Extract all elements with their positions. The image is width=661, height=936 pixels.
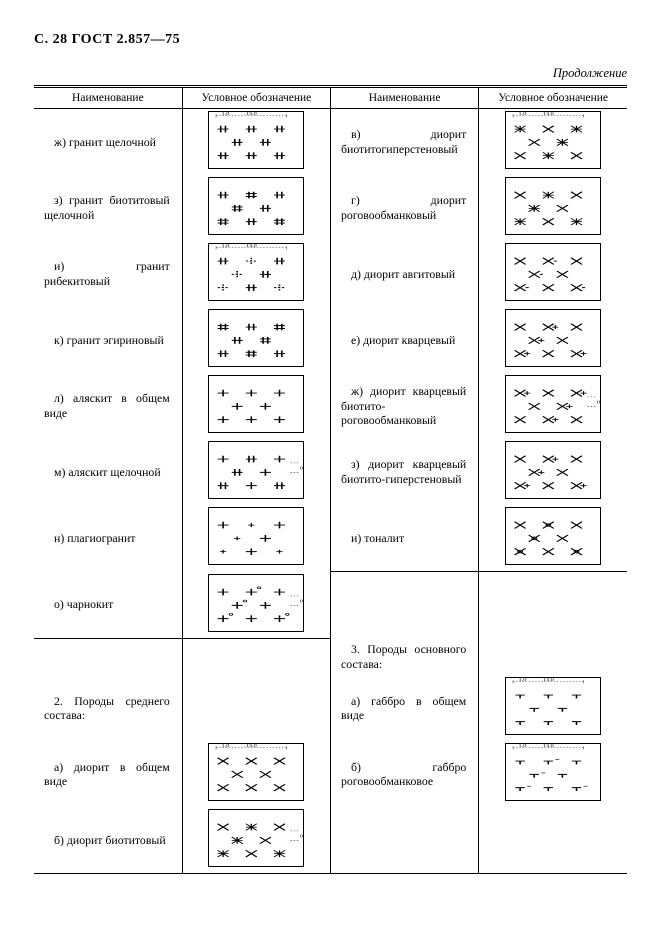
pattern-swatch: 0,4 — [208, 574, 304, 632]
pattern-swatch — [208, 177, 304, 235]
row-name: ж) диорит кварцевый биотито-роговообманк… — [335, 378, 474, 434]
rock-symbols-table: Наименование Условное обозначение Наимен… — [34, 85, 627, 874]
svg-text:13,0: 13,0 — [246, 244, 257, 248]
th-name-2: Наименование — [331, 87, 479, 109]
pattern-swatch: 13,0 1,0 — [208, 743, 304, 801]
svg-text:0,4: 0,4 — [300, 599, 303, 603]
svg-text:13,0: 13,0 — [246, 112, 257, 116]
row-name: г) диорит роговообманковый — [335, 187, 474, 228]
pattern-swatch — [505, 309, 601, 367]
row-name: н) плагиогранит — [38, 525, 178, 552]
pattern-swatch: 13,0 1,0 — [208, 111, 304, 169]
pattern-swatch — [208, 507, 304, 565]
row-name: а) габбро в общем виде — [335, 688, 474, 729]
svg-text:0,4: 0,4 — [300, 467, 303, 471]
pattern-swatch — [505, 441, 601, 499]
row-name: м) аляскит щелочной — [38, 459, 178, 486]
row-name: и) тоналит — [335, 525, 474, 552]
pattern-swatch: 0,4 — [208, 441, 304, 499]
continuation-label: Продолжение — [34, 66, 627, 81]
row-name: д) диорит авгитовый — [335, 261, 474, 288]
row-name: к) гранит эгириновый — [38, 327, 178, 354]
pattern-swatch — [208, 375, 304, 433]
svg-text:1,0: 1,0 — [222, 112, 230, 116]
svg-text:1,0: 1,0 — [519, 744, 527, 748]
svg-text:1,0: 1,0 — [519, 112, 527, 116]
row-name: и) гранит рибекитовый — [38, 253, 178, 294]
svg-text:13,0: 13,0 — [543, 744, 554, 748]
svg-text:1,0: 1,0 — [222, 244, 230, 248]
pattern-swatch: 13,0 1,0 — [208, 243, 304, 301]
svg-text:1,0: 1,0 — [222, 744, 230, 748]
svg-text:1,0: 1,0 — [519, 678, 527, 682]
row-name: в) диорит биотитогиперстеновый — [335, 121, 474, 162]
svg-text:13,0: 13,0 — [543, 112, 554, 116]
row-name: е) диорит кварцевый — [335, 327, 474, 354]
pattern-swatch — [208, 309, 304, 367]
row-name: л) аляскит в общем виде — [38, 385, 178, 426]
pattern-swatch: 0,4 — [208, 809, 304, 867]
page-header: С. 28 ГОСТ 2.857—75 — [34, 32, 627, 48]
svg-text:13,0: 13,0 — [246, 744, 257, 748]
row-name: з) гранит биотитовый щелочной — [38, 187, 178, 228]
row-name: б) диорит биотитовый — [38, 827, 178, 854]
row-name: б) габбро роговообманковое — [335, 754, 474, 795]
pattern-swatch: 0,4 — [505, 375, 601, 433]
th-sym-1: Условное обозначение — [182, 87, 330, 109]
pattern-swatch — [505, 243, 601, 301]
pattern-swatch: 13,0 1,0 — [505, 111, 601, 169]
pattern-swatch — [505, 507, 601, 565]
row-name: з) диорит кварцевый биотито-гиперстеновы… — [335, 451, 474, 492]
th-name-1: Наименование — [34, 87, 182, 109]
section-heading: 2. Породы среднего состава: — [38, 692, 178, 725]
row-name: а) диорит в общем виде — [38, 754, 178, 795]
svg-text:0,4: 0,4 — [597, 401, 600, 405]
row-name: ж) гранит щелочной — [38, 129, 178, 156]
svg-text:0,4: 0,4 — [300, 835, 303, 839]
row-name: о) чарнокит — [38, 591, 178, 618]
th-sym-2: Условное обозначение — [479, 87, 627, 109]
pattern-swatch: 13,0 1,0 — [505, 743, 601, 801]
pattern-swatch: 13,0 1,0 — [505, 677, 601, 735]
pattern-swatch — [505, 177, 601, 235]
svg-text:13,0: 13,0 — [543, 678, 554, 682]
section-heading: 3. Породы основного состава: — [335, 640, 474, 673]
